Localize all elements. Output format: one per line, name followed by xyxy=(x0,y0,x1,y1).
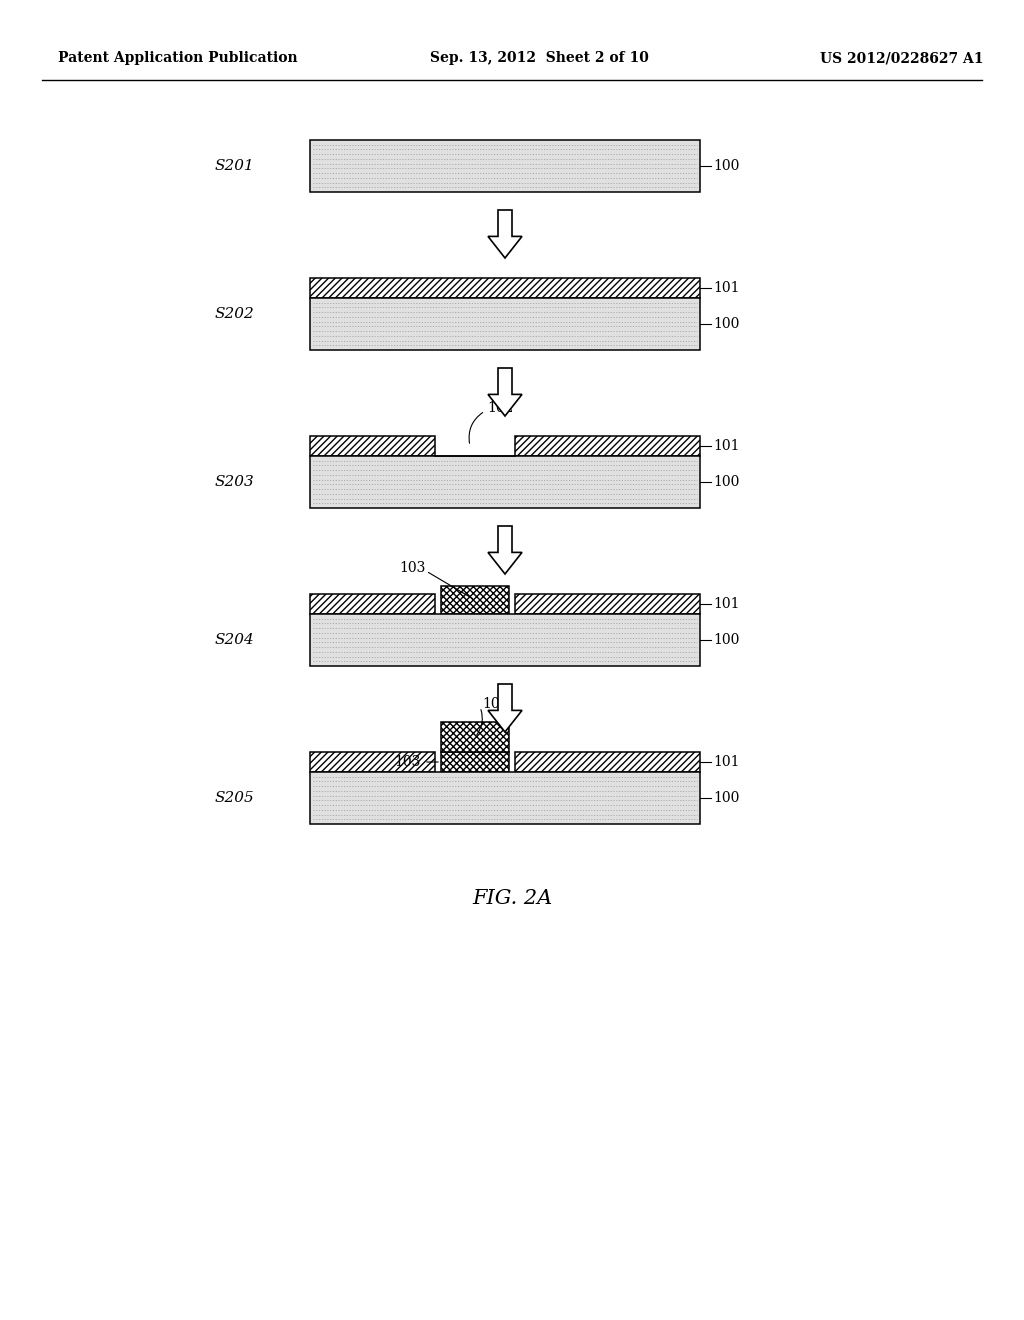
Bar xyxy=(310,752,435,772)
Text: 101: 101 xyxy=(713,755,739,770)
Text: S201: S201 xyxy=(215,158,255,173)
Text: 100: 100 xyxy=(713,634,739,647)
Text: 103: 103 xyxy=(394,755,421,770)
Polygon shape xyxy=(488,368,522,416)
Bar xyxy=(310,298,700,350)
Text: Patent Application Publication: Patent Application Publication xyxy=(58,51,298,65)
Text: 103: 103 xyxy=(399,561,425,576)
Text: 100: 100 xyxy=(713,158,739,173)
Text: 100: 100 xyxy=(713,791,739,805)
Text: 104: 104 xyxy=(482,697,509,711)
Bar xyxy=(515,594,700,614)
Bar xyxy=(515,752,700,772)
Text: 101: 101 xyxy=(713,281,739,294)
Bar xyxy=(441,722,509,752)
Text: 102: 102 xyxy=(487,401,513,414)
Bar xyxy=(441,586,509,614)
Text: Sep. 13, 2012  Sheet 2 of 10: Sep. 13, 2012 Sheet 2 of 10 xyxy=(430,51,649,65)
Polygon shape xyxy=(488,684,522,733)
Text: S203: S203 xyxy=(215,475,255,488)
Bar xyxy=(310,279,700,298)
Text: FIG. 2A: FIG. 2A xyxy=(472,890,552,908)
Bar xyxy=(310,455,700,508)
Bar xyxy=(310,436,435,455)
Bar xyxy=(515,436,700,455)
Text: S204: S204 xyxy=(215,634,255,647)
Text: 100: 100 xyxy=(713,475,739,488)
Bar xyxy=(310,772,700,824)
Text: 101: 101 xyxy=(713,440,739,453)
Text: US 2012/0228627 A1: US 2012/0228627 A1 xyxy=(820,51,983,65)
Text: S202: S202 xyxy=(215,308,255,321)
Bar xyxy=(441,752,509,772)
Polygon shape xyxy=(488,525,522,574)
Bar xyxy=(310,594,435,614)
Text: 101: 101 xyxy=(713,597,739,611)
Bar xyxy=(310,614,700,667)
Text: S205: S205 xyxy=(215,791,255,805)
Polygon shape xyxy=(488,210,522,257)
Bar xyxy=(310,140,700,191)
Text: 100: 100 xyxy=(713,317,739,331)
